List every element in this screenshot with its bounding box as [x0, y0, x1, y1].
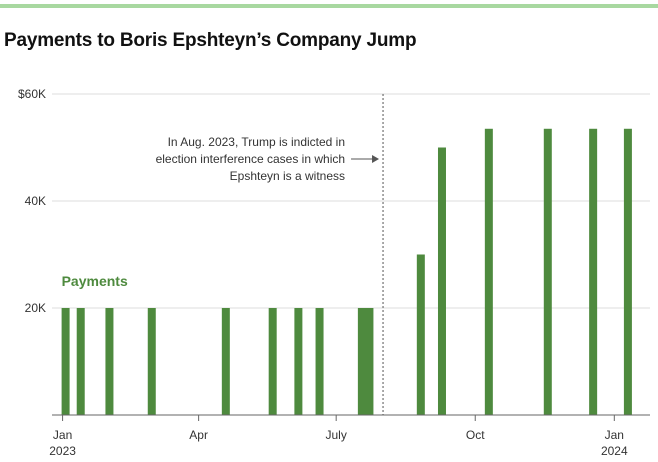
chart-title: Payments to Boris Epshteyn’s Company Jum… [4, 30, 417, 51]
series-label: Payments [62, 273, 128, 289]
x-tick-label: July [326, 428, 347, 442]
x-tick-sublabel: 2024 [601, 444, 628, 458]
x-tick-label: Apr [189, 428, 208, 442]
bar [543, 128, 552, 415]
bar [147, 308, 156, 415]
x-tick-label: Jan [605, 428, 624, 442]
bar [357, 308, 366, 415]
x-tick-label: Jan [53, 428, 72, 442]
x-tick-sublabel: 2023 [49, 444, 76, 458]
bar [221, 308, 230, 415]
annotation-text-line: election interference cases in which [156, 152, 345, 166]
bar [365, 308, 374, 415]
y-tick-label: $60K [18, 87, 46, 101]
bar [484, 128, 493, 415]
bar [623, 128, 632, 415]
axis-layer: 20K 40K $60K Jan 2023 Apr July Oct Jan 2024 Paymen… [18, 87, 650, 458]
bar [294, 308, 303, 415]
annotation-text-line: In Aug. 2023, Trump is indicted in [168, 135, 345, 149]
grid-layer [52, 93, 650, 309]
bar [76, 308, 85, 415]
bar [437, 147, 446, 415]
y-tick-label: 40K [25, 194, 46, 208]
bar-layer [61, 128, 632, 415]
bar [589, 128, 598, 415]
bar [61, 308, 70, 415]
top-accent-rule [0, 4, 658, 8]
x-tick-label: Oct [466, 428, 485, 442]
bar [416, 254, 425, 415]
bar [268, 308, 277, 415]
annotation-text-line: Epshteyn is a witness [230, 169, 345, 183]
annotation-layer: In Aug. 2023, Trump is indicted in electi… [156, 94, 384, 415]
bar [315, 308, 324, 415]
annotation-arrow-head [372, 155, 380, 163]
y-tick-label: 20K [25, 301, 46, 315]
bar [105, 308, 114, 415]
